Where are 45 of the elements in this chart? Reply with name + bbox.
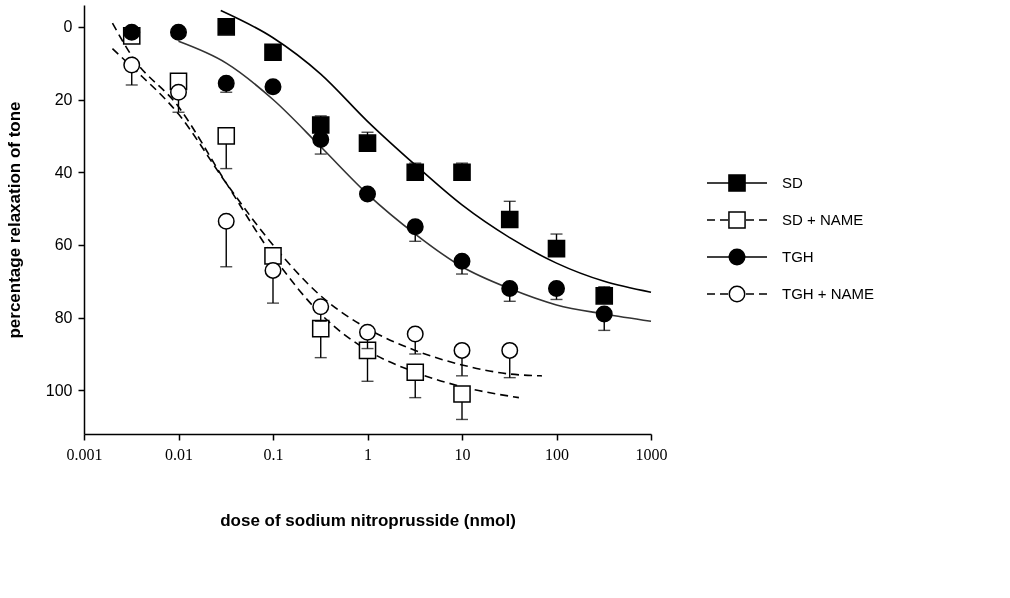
x-tick-label: 1 <box>364 445 372 463</box>
point <box>595 305 613 323</box>
y-tick-label: 0 <box>63 18 73 36</box>
y-axis-title: percentage relaxation of tone <box>4 101 24 339</box>
point <box>217 212 235 230</box>
point <box>170 23 187 41</box>
x-tick-label: 100 <box>545 445 569 463</box>
point <box>312 298 330 316</box>
point <box>358 341 377 360</box>
point <box>312 131 330 148</box>
point <box>264 247 282 265</box>
point <box>406 325 424 343</box>
point <box>311 319 330 338</box>
x-tick-label: 0.1 <box>263 445 284 463</box>
x-tick-label: 0.01 <box>165 445 193 463</box>
point <box>359 185 376 203</box>
y-tick-label: 60 <box>54 236 73 254</box>
point <box>217 127 236 145</box>
point <box>406 363 425 382</box>
y-tick-label: 80 <box>54 309 73 327</box>
legend-label: TGH <box>782 248 814 265</box>
legend-label: SD + NAME <box>782 211 864 228</box>
point <box>217 74 235 92</box>
y-tick-label: 40 <box>54 163 73 181</box>
point <box>453 252 471 270</box>
x-axis-title: dose of sodium nitroprusside (nmol) <box>220 510 516 530</box>
point <box>264 78 282 96</box>
point <box>453 341 471 359</box>
point <box>170 83 187 101</box>
y-tick-label: 100 <box>45 381 73 399</box>
point <box>406 218 424 236</box>
point <box>501 280 519 298</box>
y-tick-label: 20 <box>54 91 73 109</box>
x-tick-label: 0.001 <box>66 445 103 463</box>
point <box>123 56 141 74</box>
point <box>453 385 471 403</box>
point <box>359 323 376 341</box>
x-tick-label: 1000 <box>635 445 668 463</box>
point <box>123 23 141 41</box>
point <box>264 261 282 279</box>
point <box>501 341 519 359</box>
legend-label: TGH + NAME <box>782 285 875 302</box>
x-tick-label: 10 <box>454 445 471 463</box>
legend-label: SD <box>782 174 803 191</box>
point <box>548 280 565 298</box>
